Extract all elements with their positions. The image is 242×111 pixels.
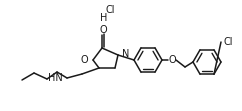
Text: O: O: [80, 55, 88, 65]
Text: HN: HN: [48, 73, 63, 83]
Text: Cl: Cl: [106, 5, 115, 15]
Text: O: O: [168, 55, 176, 65]
Text: O: O: [99, 25, 107, 35]
Text: N: N: [122, 49, 129, 59]
Text: Cl: Cl: [223, 37, 233, 47]
Text: H: H: [100, 13, 107, 23]
